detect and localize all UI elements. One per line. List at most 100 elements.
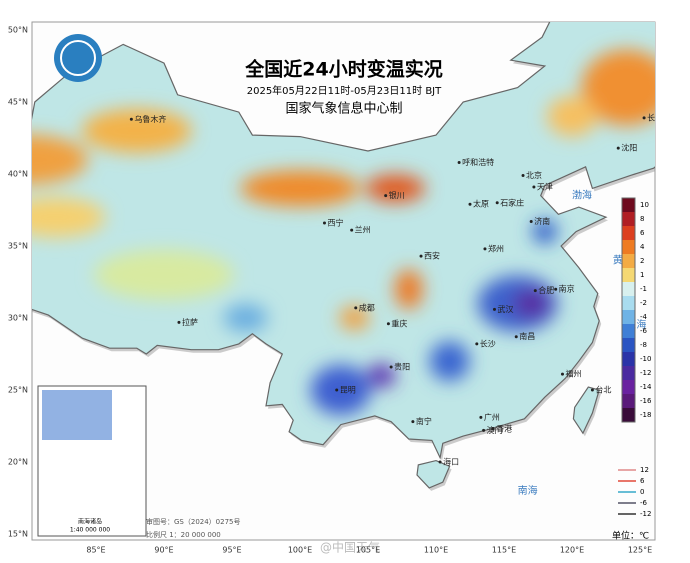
city-label: 长春 [647,112,663,122]
city-label: 澳门 [487,425,503,435]
city-dot [482,428,486,432]
colorbar-label: -10 [640,355,651,363]
city-label: 太原 [473,199,489,209]
city-label: 北京 [526,170,542,180]
colorbar-label: -16 [640,397,652,405]
temperature-patch [339,306,370,330]
lat-tick-label: 30°N [8,314,28,323]
colorbar-bin [622,324,635,338]
city-label: 福州 [565,370,581,379]
city-dot [335,388,339,392]
city-label: 广州 [484,412,500,422]
lat-tick-label: 15°N [8,530,28,539]
city-label: 南昌 [519,331,535,341]
city-dot [514,335,518,339]
temperature-patch [310,365,371,415]
colorbar-bin [622,240,635,254]
colorbar-bin [622,296,635,310]
temperature-patch [394,269,423,310]
city-dot [660,89,663,92]
temperature-patch [581,49,655,126]
city-label: 西宁 [327,217,343,227]
city-dot [354,306,358,310]
colorbar-label: -2 [640,299,647,307]
city-label: 合肥 [538,285,554,295]
city-label: 香港 [496,423,512,433]
colorbar-bin [622,212,635,226]
city-label: 台北 [595,385,611,395]
colorbar-label: -4 [640,313,648,321]
city-dot [616,146,620,150]
city-label: 郑州 [488,243,504,253]
city-dot [389,365,393,369]
lon-tick-label: 125°E [628,546,652,555]
city-label: 哈尔滨 [665,85,689,95]
colorbar-bin [622,282,635,296]
org: 国家气象信息中心制 [285,101,402,117]
city-label: 济南 [534,216,550,226]
temperature-patch [32,197,106,238]
city-dot [533,289,537,293]
city-label: 沈阳 [621,143,637,153]
lat-tick-label: 20°N [8,458,28,467]
city-dot [411,420,415,424]
temperature-blobs [32,49,655,415]
city-dot [350,228,354,232]
city-label: 重庆 [391,318,407,328]
unit: 单位：℃ [612,530,649,542]
colorbar-label: -6 [640,327,648,335]
subtitle: 2025年05月22日11时-05月23日11时 BJT [247,84,442,97]
city-dot [386,322,390,326]
city-dot [521,173,525,177]
temperature-patch [367,363,396,388]
colorbar-label: -18 [640,411,651,419]
colorbar-bin [622,254,635,268]
temperature-patch [81,108,192,153]
review-number: 审图号：GS（2024）0275号 [146,517,241,526]
watermark: @中国天气 [320,540,380,555]
lon-tick-label: 115°E [492,546,516,555]
lat-tick-label: 25°N [8,386,28,395]
city-label: 银川 [389,190,405,200]
city-dot [322,221,326,225]
city-label: 兰州 [355,225,371,235]
colorbar-label: 4 [640,243,645,251]
temperature-patch [513,289,550,318]
colorbar-bin [622,394,635,408]
city-label: 乌鲁木齐 [134,114,166,124]
contour-legend-label: -12 [640,510,651,518]
lat-tick-label: 45°N [8,98,28,107]
temperature-patch [94,249,234,300]
city-dot [642,116,646,120]
city-label: 成都 [359,302,375,312]
city-label: 长沙 [480,338,496,348]
city-label: 呼和浩特 [462,157,494,167]
temperature-patch [240,170,360,207]
city-dot [532,185,536,189]
city-dot [483,247,487,251]
temperature-field [32,49,655,415]
lat-tick-label: 35°N [8,242,28,251]
temperature-patch [532,219,557,244]
colorbar-bin [622,408,635,422]
city-dot [492,307,496,311]
colorbar-bin [622,268,635,282]
city-dot [491,427,495,431]
colorbar-label: -8 [640,341,647,349]
logo-ring [60,40,96,76]
colorbar-bin [622,366,635,380]
lon-tick-label: 105°E [356,546,380,555]
temperature-patch [547,96,597,137]
lat-tick-label: 50°N [8,26,28,35]
city-dot [457,160,461,164]
scale: 比例尺 1：20 000 000 [146,530,221,539]
lon-tick-label: 100°E [288,546,312,555]
colorbar-label: -1 [640,285,647,293]
city-label: 南宁 [416,416,432,426]
lon-tick-label: 90°E [154,546,173,555]
city-dot [129,117,133,121]
city-dot [479,415,483,419]
city-label: 武汉 [497,304,513,314]
